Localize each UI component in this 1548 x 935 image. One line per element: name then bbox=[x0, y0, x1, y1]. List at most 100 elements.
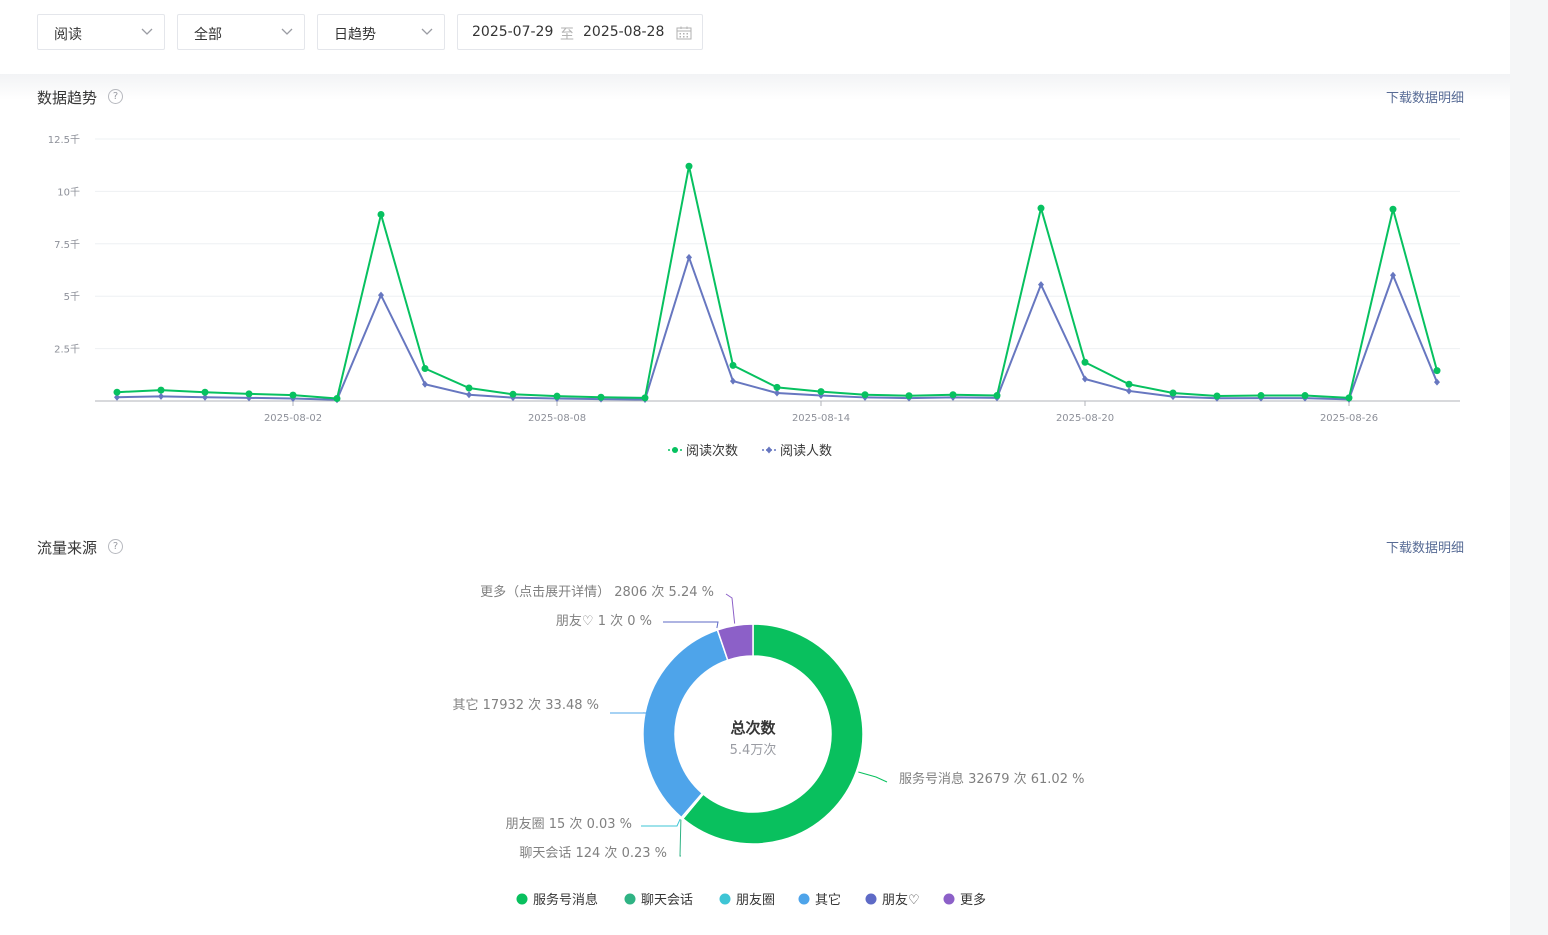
legend-item[interactable]: 其它 bbox=[798, 892, 842, 908]
trend-download-link[interactable]: 下载数据明细 bbox=[1386, 91, 1465, 106]
granularity-select[interactable]: 日趋势 bbox=[317, 14, 445, 50]
scope-select-value: 全部 bbox=[194, 27, 222, 43]
data-point[interactable] bbox=[1169, 389, 1177, 397]
chevron-down-icon bbox=[421, 28, 433, 35]
data-point[interactable] bbox=[333, 394, 341, 402]
legend-marker bbox=[672, 447, 678, 453]
data-point[interactable] bbox=[730, 377, 736, 385]
donut-center-title: 总次数 bbox=[730, 719, 776, 737]
legend-item[interactable]: 朋友圈 bbox=[719, 892, 776, 908]
legend-item[interactable]: 更多 bbox=[943, 892, 987, 908]
data-point[interactable] bbox=[685, 162, 693, 170]
metric-select[interactable]: 阅读 bbox=[37, 14, 165, 50]
date-separator: 至 bbox=[560, 27, 574, 43]
data-point[interactable] bbox=[1082, 375, 1088, 383]
donut-legend: 服务号消息 聊天会话 朋友圈 其它 朋友♡ 更多 bbox=[516, 892, 987, 908]
legend-label: 阅读人数 bbox=[780, 444, 832, 459]
legend-label: 朋友圈 bbox=[736, 892, 775, 908]
data-point[interactable] bbox=[1257, 392, 1265, 400]
calendar-icon[interactable] bbox=[676, 26, 692, 40]
donut-slice[interactable] bbox=[642, 628, 729, 819]
series-line bbox=[116, 256, 1438, 401]
data-point[interactable] bbox=[993, 392, 1001, 400]
slice-label: 朋友圈 15 次 0.03 % bbox=[506, 816, 632, 832]
series-reads bbox=[113, 162, 1441, 402]
leader-line bbox=[858, 771, 888, 783]
data-point[interactable] bbox=[113, 388, 121, 396]
data-point[interactable] bbox=[158, 392, 164, 400]
data-point[interactable] bbox=[1213, 392, 1221, 400]
data-point[interactable] bbox=[1081, 358, 1089, 366]
chevron-down-icon bbox=[281, 28, 293, 35]
legend-label: 阅读次数 bbox=[686, 443, 738, 459]
slice-label: 朋友♡ 1 次 0 % bbox=[556, 613, 652, 629]
data-point[interactable] bbox=[114, 393, 120, 401]
data-point[interactable] bbox=[686, 253, 692, 261]
data-point[interactable] bbox=[1126, 387, 1132, 395]
data-point[interactable] bbox=[201, 388, 209, 396]
data-point[interactable] bbox=[1301, 392, 1309, 400]
data-point[interactable] bbox=[1037, 204, 1045, 212]
leader-line bbox=[725, 593, 736, 624]
source-download-link[interactable]: 下载数据明细 bbox=[1386, 541, 1465, 556]
data-point[interactable] bbox=[905, 392, 913, 400]
slice-label[interactable]: 更多（点击展开详情） 2806 次 5.24 % bbox=[480, 584, 714, 600]
legend-label: 朋友♡ bbox=[882, 892, 920, 908]
data-point[interactable] bbox=[422, 380, 428, 388]
data-point[interactable] bbox=[553, 392, 561, 400]
legend-item[interactable]: 服务号消息 bbox=[516, 892, 599, 908]
data-point[interactable] bbox=[773, 383, 781, 391]
data-point[interactable] bbox=[774, 389, 780, 397]
series-line bbox=[116, 165, 1438, 400]
data-point[interactable] bbox=[466, 391, 472, 399]
data-point[interactable] bbox=[1125, 380, 1133, 388]
data-point[interactable] bbox=[421, 365, 429, 373]
data-point[interactable] bbox=[377, 210, 385, 218]
donut-slice[interactable] bbox=[716, 623, 754, 662]
data-point[interactable] bbox=[289, 391, 297, 399]
data-point[interactable] bbox=[245, 390, 253, 398]
series-readers bbox=[114, 253, 1440, 404]
data-point[interactable] bbox=[641, 394, 649, 402]
data-point[interactable] bbox=[1038, 281, 1044, 289]
data-point[interactable] bbox=[597, 393, 605, 401]
data-point[interactable] bbox=[202, 393, 208, 401]
legend-label: 更多 bbox=[960, 892, 986, 908]
section-divider-band bbox=[0, 74, 1510, 100]
data-point[interactable] bbox=[817, 388, 825, 396]
legend-dot bbox=[943, 893, 955, 905]
x-tick-label: 2025-08-26 bbox=[1320, 413, 1378, 424]
donut-slice[interactable] bbox=[681, 623, 864, 845]
data-point[interactable] bbox=[1345, 394, 1353, 402]
legend-item[interactable]: 朋友♡ bbox=[865, 892, 920, 908]
date-start[interactable]: 2025-07-29 bbox=[472, 24, 554, 40]
data-point[interactable] bbox=[509, 390, 517, 398]
legend-item[interactable]: 聊天会话 bbox=[624, 893, 694, 908]
data-point[interactable] bbox=[861, 391, 869, 399]
y-tick-label: 2.5千 bbox=[54, 344, 80, 356]
metric-select-value: 阅读 bbox=[54, 27, 82, 43]
data-point[interactable] bbox=[1390, 271, 1396, 279]
data-point[interactable] bbox=[378, 291, 384, 299]
data-point[interactable] bbox=[949, 391, 957, 399]
date-range-picker[interactable]: 2025-07-29 至 2025-08-28 bbox=[457, 14, 703, 50]
data-point[interactable] bbox=[465, 384, 473, 392]
trend-section-title: 数据趋势 bbox=[37, 89, 98, 107]
y-tick-label: 10千 bbox=[57, 186, 80, 198]
data-point[interactable] bbox=[1434, 378, 1440, 386]
date-end[interactable]: 2025-08-28 bbox=[583, 24, 665, 40]
data-point[interactable] bbox=[157, 386, 165, 394]
data-point[interactable] bbox=[729, 361, 737, 369]
legend-dot bbox=[624, 893, 636, 905]
legend-item[interactable]: 阅读人数 bbox=[762, 444, 832, 459]
data-point[interactable] bbox=[1433, 367, 1441, 375]
data-point[interactable] bbox=[1389, 205, 1397, 213]
x-tick-label: 2025-08-20 bbox=[1056, 413, 1114, 424]
scope-select[interactable]: 全部 bbox=[177, 14, 305, 50]
y-tick-label: 7.5千 bbox=[54, 239, 80, 251]
help-icon[interactable]: ? bbox=[108, 89, 123, 104]
y-tick-label: 5千 bbox=[64, 291, 80, 303]
help-icon[interactable]: ? bbox=[108, 539, 123, 554]
legend-item[interactable]: 阅读次数 bbox=[668, 443, 738, 459]
